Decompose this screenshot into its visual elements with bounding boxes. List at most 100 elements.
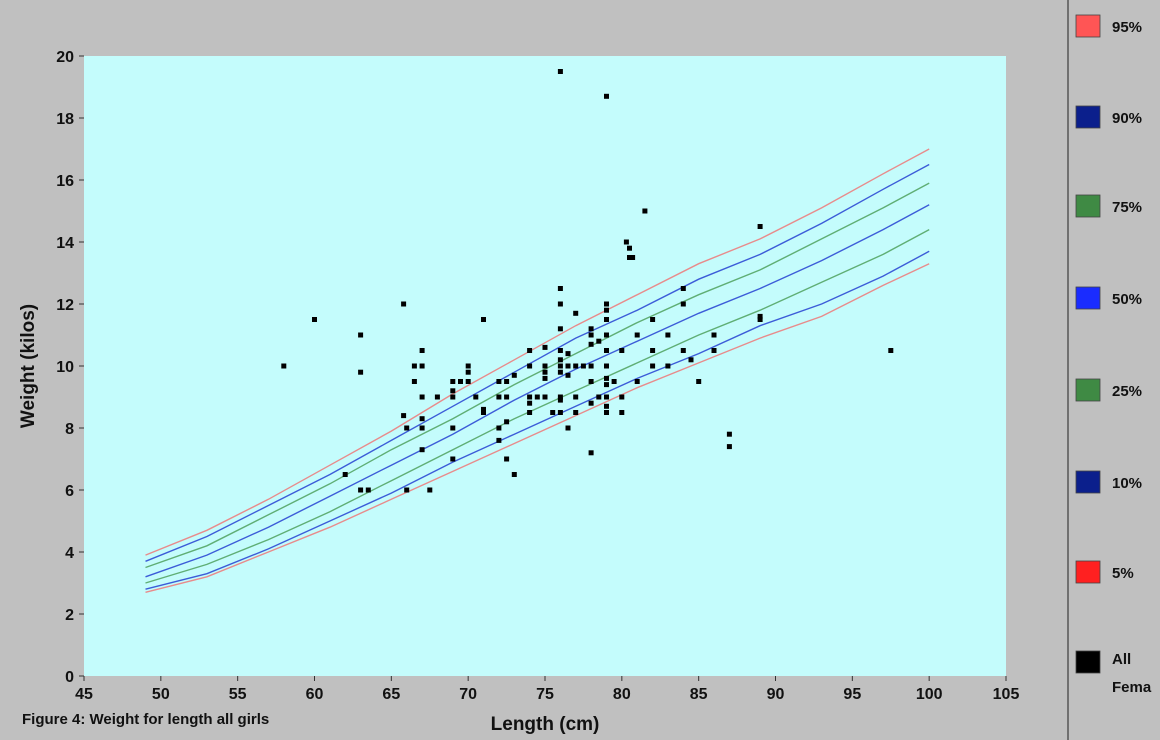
data-point (450, 425, 456, 431)
data-point (542, 344, 548, 350)
data-point (588, 400, 594, 406)
curve-95pct (145, 148, 930, 556)
curve-10pct (145, 250, 930, 590)
x-tick-label: 85 (690, 686, 708, 703)
y-axis-ticks: 0 2 4 6 8 10 12 14 16 18 20 (56, 49, 84, 686)
data-point (358, 487, 364, 493)
data-point (504, 419, 510, 425)
legend-label: 5% (1112, 565, 1134, 582)
data-point (312, 317, 317, 322)
data-point (481, 317, 486, 322)
data-point (627, 245, 632, 251)
data-point (434, 394, 440, 400)
data-point (504, 379, 510, 384)
data-point (419, 416, 425, 422)
data-point (557, 397, 563, 403)
data-point (557, 369, 563, 375)
data-point (419, 348, 425, 353)
data-point (565, 351, 571, 357)
data-point (604, 301, 609, 307)
data-point (757, 224, 763, 229)
legend-swatch (1075, 560, 1101, 584)
data-point (404, 425, 410, 431)
data-point (604, 332, 609, 338)
data-point (404, 487, 410, 493)
data-point (411, 363, 417, 369)
curve-5pct (145, 263, 930, 593)
data-point (650, 348, 656, 353)
y-tick-label: 4 (65, 545, 74, 562)
data-point (481, 406, 486, 412)
data-point (757, 313, 763, 319)
x-tick-label: 100 (916, 686, 943, 703)
data-point (542, 369, 548, 375)
legend-swatch (1075, 378, 1101, 402)
data-point (619, 410, 625, 415)
data-point (496, 379, 502, 384)
data-point (358, 369, 364, 375)
data-point (450, 379, 456, 384)
x-tick-label: 95 (843, 686, 861, 703)
data-point (619, 348, 625, 353)
data-point (419, 394, 425, 400)
data-point (527, 400, 533, 406)
data-point (458, 379, 463, 384)
legend-label: 90% (1112, 110, 1142, 127)
data-point (623, 239, 629, 245)
data-point (465, 379, 471, 384)
x-axis-ticks: 45 50 55 60 65 70 75 80 85 90 95 100 105 (75, 676, 1019, 703)
data-point (650, 317, 656, 322)
data-point (550, 410, 556, 415)
data-point (696, 379, 702, 384)
data-point (726, 431, 732, 437)
data-point (511, 372, 517, 378)
data-point (573, 310, 579, 316)
data-point (680, 348, 686, 353)
data-point (465, 363, 471, 369)
y-tick-label: 10 (56, 359, 74, 376)
x-tick-label: 45 (75, 686, 93, 703)
y-tick-label: 16 (56, 173, 74, 190)
data-point (496, 394, 502, 400)
curve-25pct (145, 228, 930, 584)
x-tick-label: 50 (152, 686, 170, 703)
x-tick-label: 70 (459, 686, 477, 703)
percentile-curves (145, 148, 930, 593)
data-point (557, 286, 563, 291)
data-point (588, 379, 594, 384)
data-point (342, 472, 348, 477)
data-point (604, 363, 609, 369)
x-tick-label: 65 (382, 686, 400, 703)
data-point (527, 348, 533, 353)
y-tick-label: 14 (56, 235, 74, 252)
data-point (680, 286, 686, 291)
legend-swatch (1075, 470, 1101, 494)
data-point (634, 379, 640, 384)
legend-label: 75% (1112, 199, 1142, 216)
data-point (496, 437, 502, 443)
legend-label-cont: Fema (1112, 679, 1152, 696)
data-point (604, 375, 609, 381)
data-point (604, 410, 609, 415)
data-point (504, 456, 510, 462)
x-tick-label: 90 (767, 686, 785, 703)
data-point (588, 341, 594, 347)
data-point (565, 372, 571, 378)
data-point (665, 332, 671, 338)
data-point (450, 456, 456, 462)
legend-label: 10% (1112, 475, 1142, 492)
data-point (604, 394, 609, 400)
data-point (527, 410, 533, 415)
data-point (473, 394, 479, 400)
data-point (419, 363, 425, 369)
data-point (557, 69, 563, 74)
data-point (557, 301, 563, 307)
y-tick-label: 0 (65, 669, 74, 686)
data-point (680, 301, 686, 307)
data-point (401, 301, 407, 307)
data-point (596, 394, 602, 400)
data-point (542, 375, 548, 381)
data-point (496, 425, 502, 431)
data-point (588, 332, 594, 338)
